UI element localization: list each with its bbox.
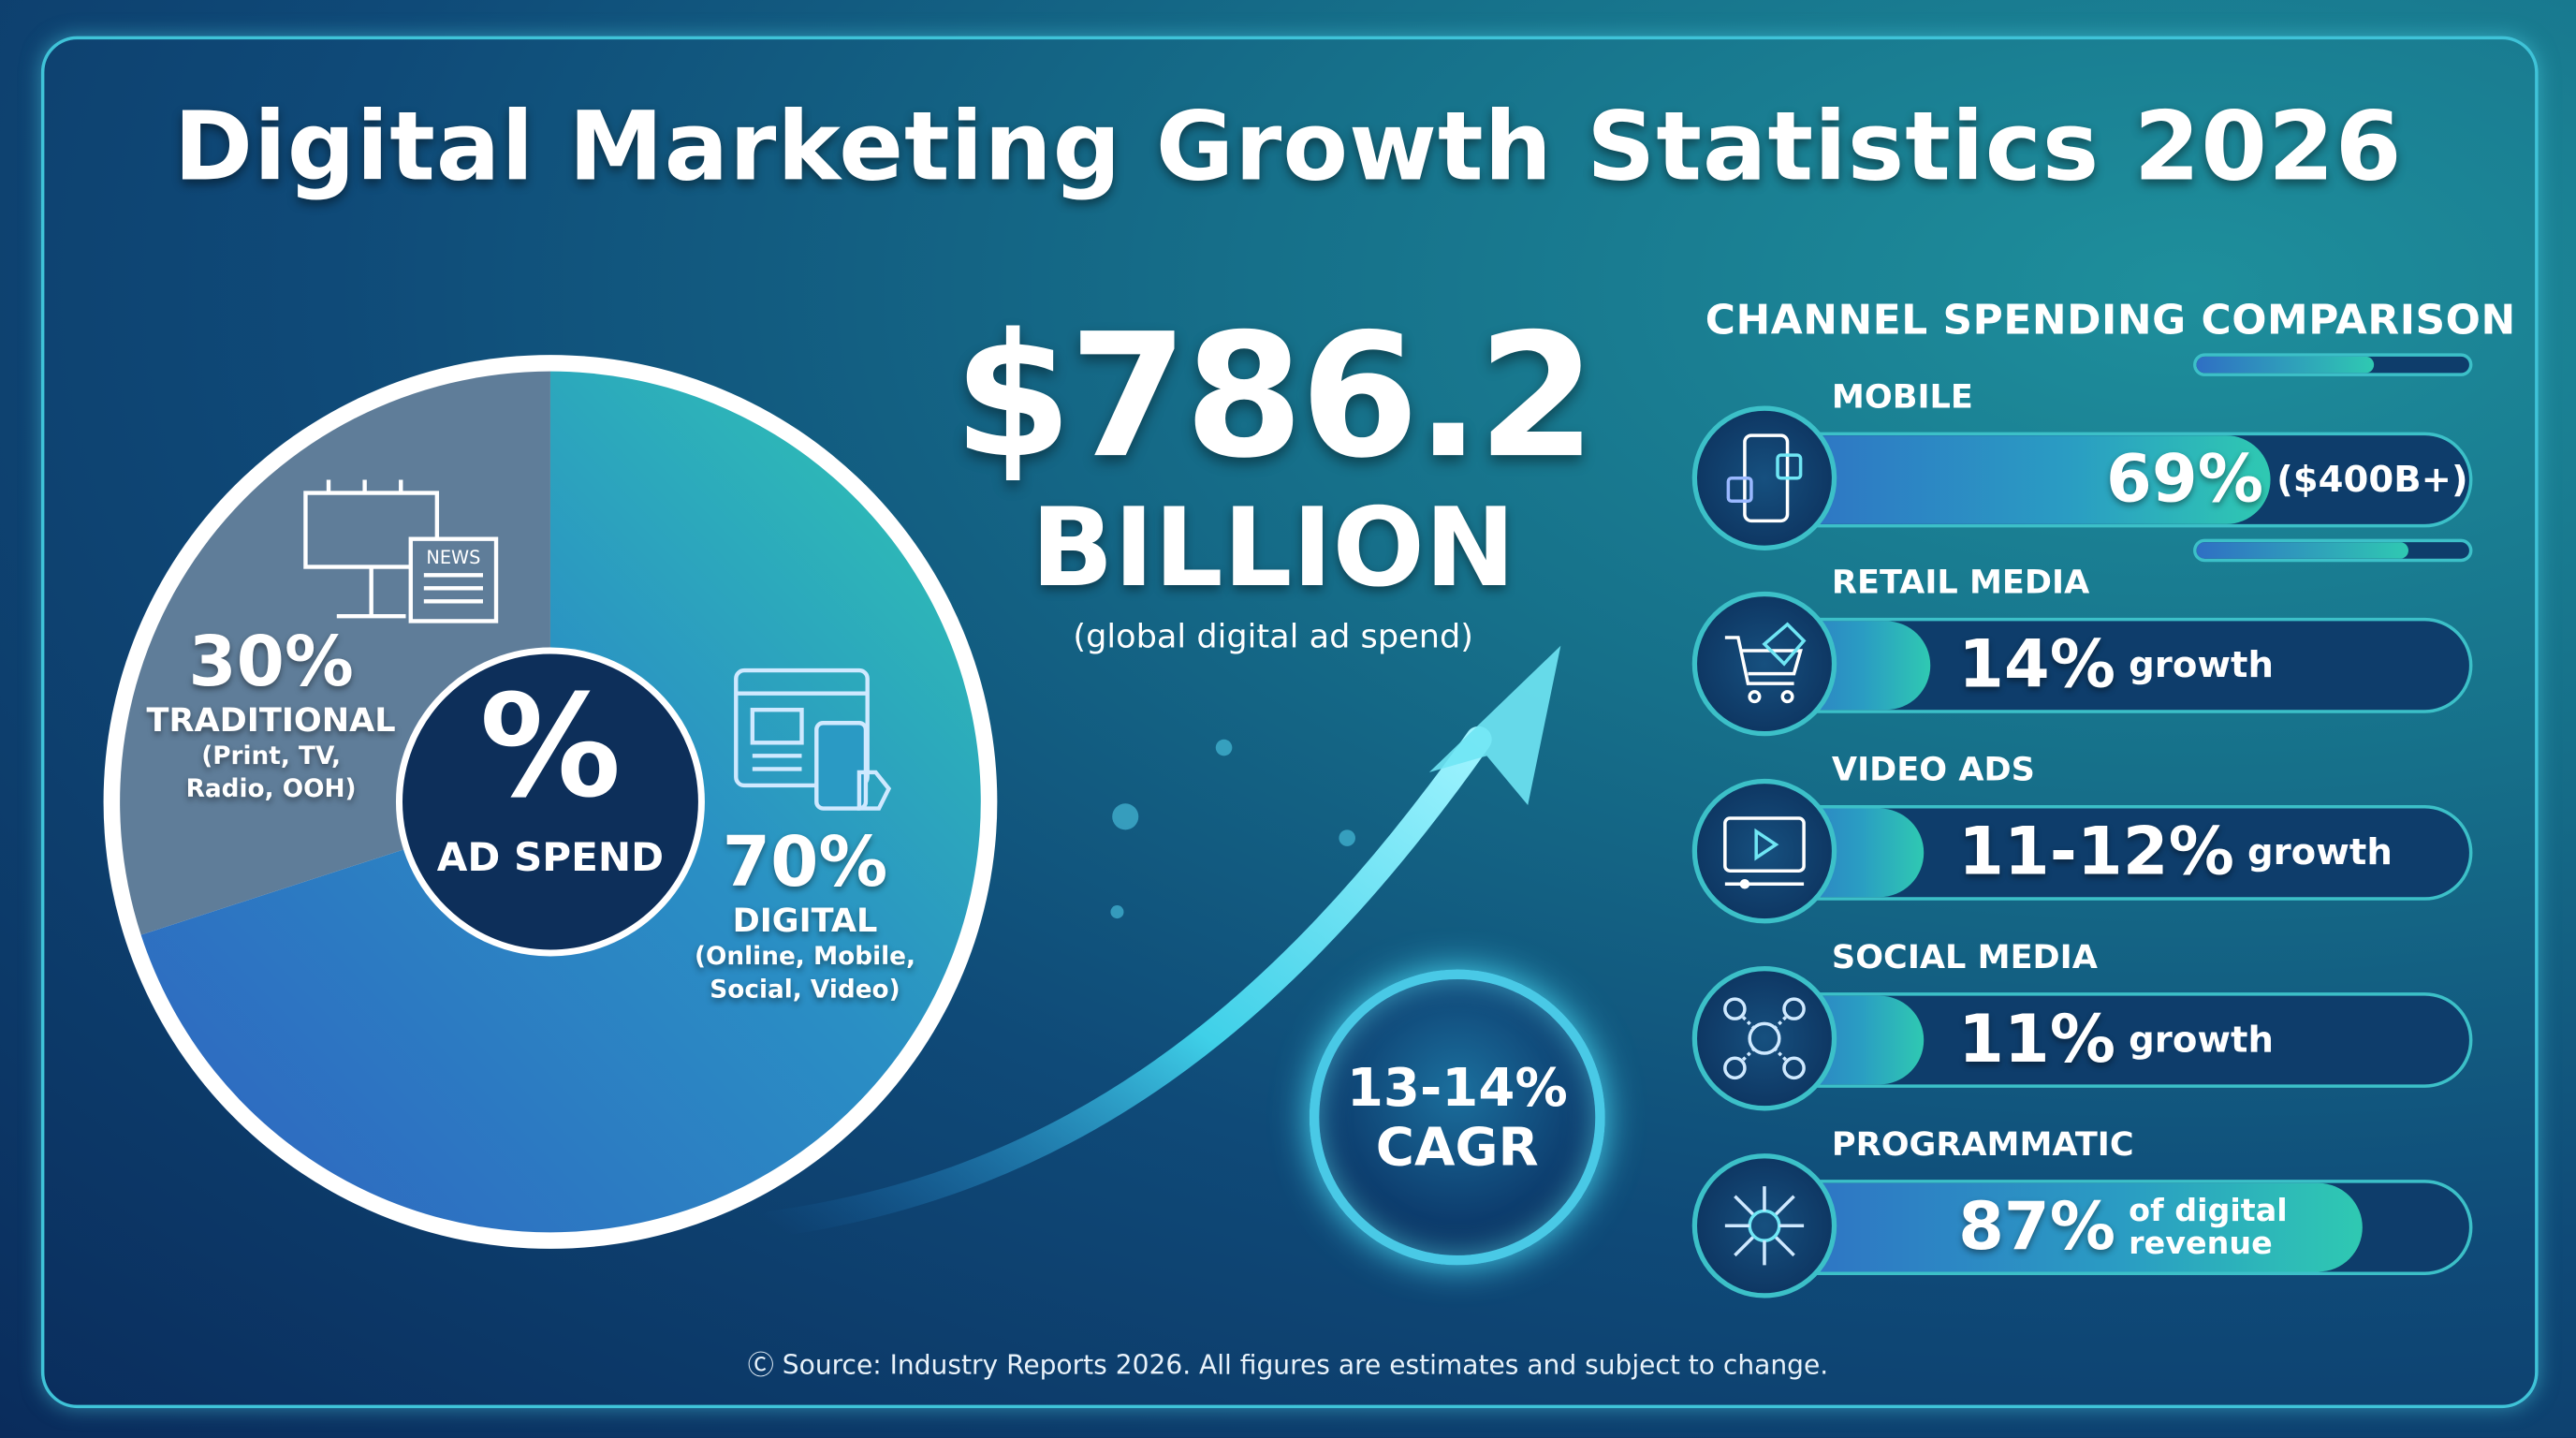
- slice-label-traditional: 30% TRADITIONAL (Print, TV, Radio, OOH): [131, 624, 410, 805]
- digital-name: DIGITAL: [732, 900, 878, 940]
- channel-label: PROGRAMMATIC: [1831, 1123, 2134, 1164]
- digital-pct: 70%: [722, 821, 888, 902]
- channel-suffix-line2: revenue: [2129, 1225, 2273, 1262]
- channel-suffix: growth: [2129, 1020, 2275, 1061]
- channel-row-social-media: SOCIAL MEDIA 11% growth: [1691, 936, 2481, 1127]
- traditional-pct: 30%: [188, 621, 354, 702]
- news-icon-text: NEWS: [426, 547, 480, 568]
- headline-unit: BILLION: [1031, 484, 1515, 611]
- pie-center-disc: [395, 647, 705, 957]
- channel-suffix: growth: [2129, 644, 2275, 686]
- video-play-icon: [1691, 778, 1837, 924]
- digital-detail: (Online, Mobile, Social, Video): [694, 941, 916, 1005]
- channel-label: VIDEO ADS: [1831, 749, 2035, 789]
- cagr-label: CAGR: [1375, 1115, 1539, 1179]
- slice-label-digital: 70% DIGITAL (Online, Mobile, Social, Vid…: [674, 821, 937, 1005]
- channel-row-mobile: MOBILE 69% ($400B+): [1691, 353, 2481, 567]
- headline-caption: (global digital ad spend): [1073, 616, 1473, 656]
- channel-suffix: ($400B+): [2276, 459, 2468, 501]
- mini-bar-fill: [2196, 542, 2409, 559]
- frame-border: [40, 36, 2539, 1409]
- programmatic-chip-icon: [1691, 1153, 1837, 1299]
- page-title: Digital Marketing Growth Statistics 2026: [173, 90, 2403, 202]
- channel-suffix-line1: of digital: [2129, 1193, 2288, 1229]
- channel-row-video-ads: VIDEO ADS 11-12% growth: [1691, 749, 2481, 940]
- channel-value: 69%: [2106, 442, 2264, 518]
- shopping-cart-tag-icon: [1691, 591, 1837, 737]
- channel-value: 14%: [1958, 627, 2116, 704]
- mini-bar-retail: [2193, 538, 2473, 563]
- pie-center-text: AD SPEND: [436, 834, 665, 881]
- billboard-newspaper-icon: [303, 479, 499, 624]
- channel-label: SOCIAL MEDIA: [1831, 936, 2098, 976]
- footer-source: Ⓒ Source: Industry Reports 2026. All fig…: [0, 1343, 2576, 1382]
- social-network-icon: [1691, 965, 1837, 1111]
- cagr-badge: 13-14% CAGR: [1309, 969, 1605, 1266]
- copyright-icon: Ⓒ: [747, 1348, 783, 1381]
- browser-mobile-icon: [734, 668, 892, 811]
- headline-value: $786.2: [953, 295, 1597, 497]
- channel-value: 11%: [1958, 1002, 2116, 1078]
- footer-text: Source: Industry Reports 2026. All figur…: [782, 1348, 1829, 1381]
- channel-bar: [1757, 432, 2473, 528]
- mini-bar-mobile: [2193, 353, 2473, 376]
- traditional-detail: (Print, TV, Radio, OOH): [185, 741, 357, 804]
- smartphone-social-icon: [1691, 405, 1837, 550]
- channels-heading: CHANNEL SPENDING COMPARISON: [1705, 295, 2516, 344]
- channel-bar-fill: [1761, 1182, 2364, 1272]
- channel-value: 87%: [1958, 1189, 2116, 1266]
- channel-bar-fill: [1761, 435, 2272, 524]
- mini-bar-fill: [2196, 356, 2374, 374]
- channel-row-retail-media: RETAIL MEDIA 14% growth: [1691, 538, 2481, 753]
- channel-suffix: growth: [2247, 831, 2393, 873]
- pie-center-symbol: %: [479, 665, 622, 830]
- channel-value: 11-12%: [1958, 814, 2234, 891]
- channel-label: MOBILE: [1831, 375, 1973, 417]
- pie-chart: NEWS: [103, 355, 998, 1249]
- cagr-value: 13-14%: [1346, 1056, 1568, 1120]
- channel-row-programmatic: PROGRAMMATIC 87% of digital revenue: [1691, 1123, 2481, 1315]
- channel-bar: [1757, 992, 2473, 1088]
- channel-label: RETAIL MEDIA: [1831, 562, 2090, 602]
- traditional-name: TRADITIONAL: [146, 699, 396, 740]
